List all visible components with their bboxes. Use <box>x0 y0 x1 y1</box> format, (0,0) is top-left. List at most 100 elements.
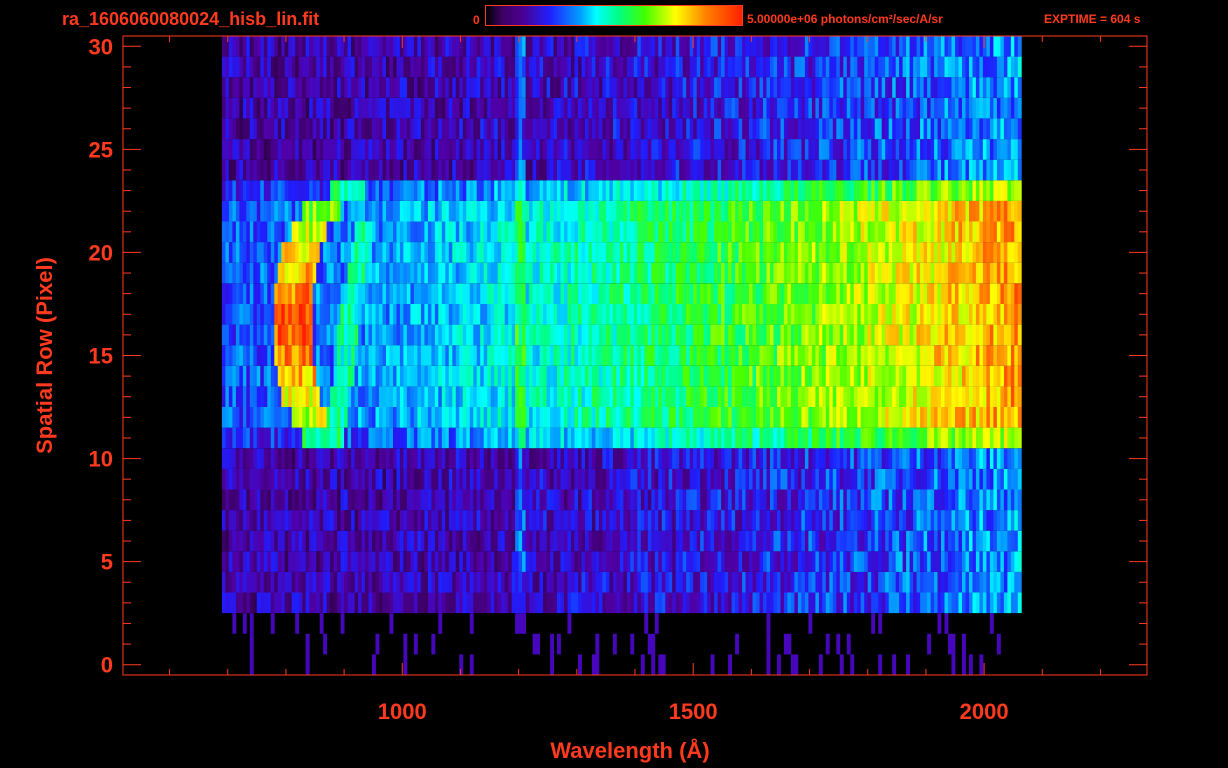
heatmap-cell <box>365 427 369 449</box>
heatmap-cell <box>525 407 530 428</box>
heatmap-cell <box>249 613 254 634</box>
heatmap-cell <box>770 345 774 366</box>
heatmap-cell <box>672 242 677 263</box>
heatmap-cell <box>993 489 998 511</box>
heatmap-cell <box>759 551 764 572</box>
heatmap-cell <box>885 530 890 552</box>
heatmap-cell <box>473 407 478 428</box>
heatmap-cell <box>410 551 415 572</box>
heatmap-cell <box>682 571 687 593</box>
heatmap-cell <box>326 407 331 428</box>
heatmap-cell <box>564 159 568 181</box>
heatmap-cell <box>368 551 373 572</box>
heatmap-cell <box>323 448 327 469</box>
heatmap-cell <box>260 262 265 284</box>
heatmap-cell <box>462 365 467 387</box>
heatmap-cell <box>291 468 296 490</box>
heatmap-cell <box>393 200 397 222</box>
heatmap-cell <box>689 592 694 614</box>
heatmap-cell <box>934 242 938 263</box>
heatmap-cell <box>906 180 910 201</box>
heatmap-cell <box>804 262 809 284</box>
heatmap-cell <box>480 159 485 181</box>
heatmap-cell <box>780 468 785 490</box>
heatmap-cell <box>560 551 565 572</box>
heatmap-cell <box>759 324 764 346</box>
heatmap-cell <box>578 242 582 263</box>
heatmap-cell <box>637 571 642 593</box>
heatmap-cell <box>347 324 352 346</box>
heatmap-cell <box>724 407 729 428</box>
heatmap-cell <box>749 571 753 593</box>
heatmap-cell <box>578 283 582 304</box>
heatmap-cell <box>445 489 450 511</box>
heatmap-cell <box>1000 571 1005 593</box>
heatmap-cell <box>546 386 551 407</box>
heatmap-cell <box>525 510 530 531</box>
heatmap-cell <box>368 571 373 593</box>
heatmap-cell <box>483 448 488 469</box>
heatmap-cell <box>927 180 931 201</box>
heatmap-cell <box>490 489 495 511</box>
heatmap-cell <box>344 283 348 304</box>
heatmap-cell <box>546 571 551 593</box>
heatmap-cell <box>393 571 397 593</box>
heatmap-cell <box>920 242 924 263</box>
heatmap-cell <box>379 262 383 284</box>
heatmap-cell <box>281 489 286 511</box>
heatmap-cell <box>595 654 600 675</box>
heatmap-cell <box>686 304 691 325</box>
heatmap-cell <box>986 324 991 346</box>
heatmap-cell <box>518 304 523 325</box>
heatmap-cell <box>986 489 991 511</box>
heatmap-cell <box>623 304 628 325</box>
heatmap-cell <box>340 613 345 634</box>
heatmap-cell <box>790 427 795 449</box>
heatmap-cell <box>417 427 422 449</box>
heatmap-cell <box>787 345 792 366</box>
heatmap-cell <box>913 571 917 593</box>
heatmap-cell <box>728 324 732 346</box>
heatmap-cell <box>637 468 642 490</box>
heatmap-cell <box>672 510 677 531</box>
heatmap-cell <box>640 571 645 593</box>
heatmap-cell <box>553 262 558 284</box>
heatmap-cell <box>749 427 753 449</box>
heatmap-cell <box>647 365 652 387</box>
heatmap-cell <box>553 571 558 593</box>
heatmap-cell <box>696 468 701 490</box>
heatmap-cell <box>417 386 422 407</box>
heatmap-cell <box>389 551 394 572</box>
heatmap-cell <box>511 159 516 181</box>
heatmap-cell <box>553 304 558 325</box>
heatmap-cell <box>906 200 910 222</box>
heatmap-cell <box>413 633 418 655</box>
heatmap-cell <box>602 345 607 366</box>
heatmap-cell <box>773 448 778 469</box>
heatmap-cell <box>445 200 450 222</box>
heatmap-cell <box>365 304 369 325</box>
heatmap-cell <box>427 324 432 346</box>
heatmap-cell <box>379 159 383 181</box>
heatmap-cell <box>379 345 383 366</box>
heatmap-cell <box>665 221 670 243</box>
heatmap-cell <box>242 407 247 428</box>
heatmap-cell <box>553 365 558 387</box>
heatmap-cell <box>372 571 376 593</box>
heatmap-cell <box>323 633 327 655</box>
heatmap-cell <box>445 221 450 243</box>
heatmap-cell <box>393 345 397 366</box>
heatmap-cell <box>508 489 513 511</box>
heatmap-cell <box>644 468 649 490</box>
heatmap-cell <box>773 345 778 366</box>
heatmap-cell <box>626 530 631 552</box>
heatmap-cell <box>399 551 404 572</box>
heatmap-cell <box>578 551 582 572</box>
heatmap-cell <box>895 262 900 284</box>
heatmap-cell <box>728 242 732 263</box>
heatmap-cell <box>494 510 499 531</box>
heatmap-cell <box>661 468 666 490</box>
heatmap-cell <box>602 180 607 201</box>
heatmap-layer <box>221 36 1022 675</box>
heatmap-cell <box>529 324 533 346</box>
